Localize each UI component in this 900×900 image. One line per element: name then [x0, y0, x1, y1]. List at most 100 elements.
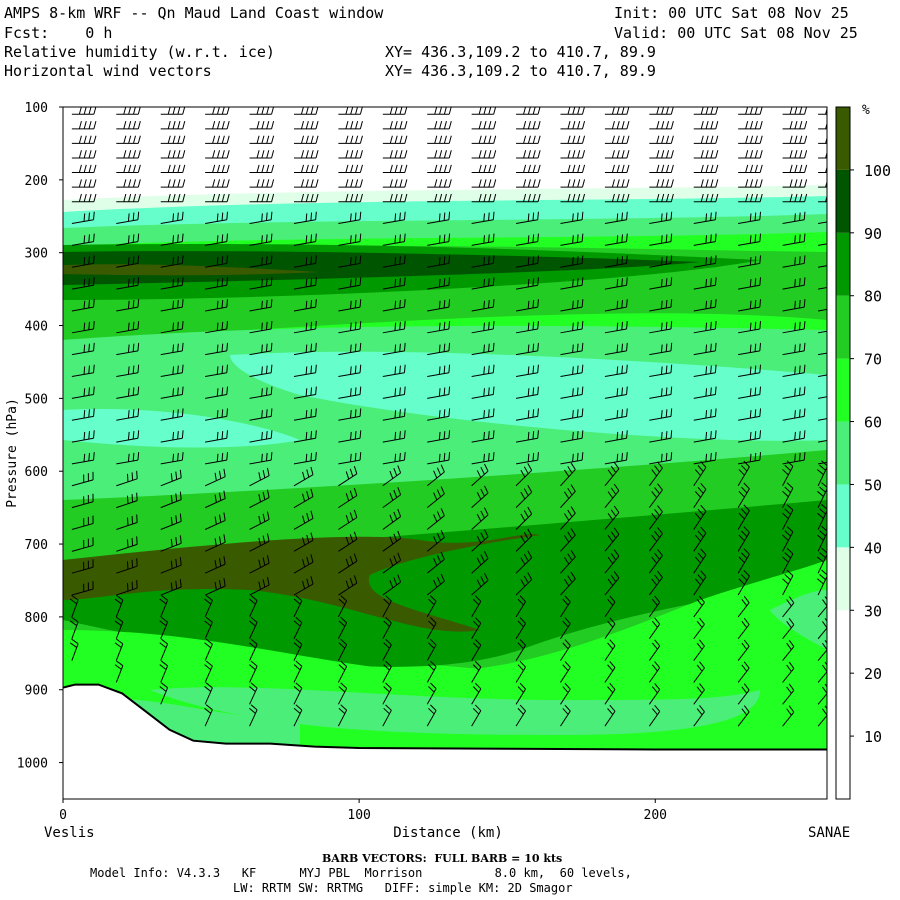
wind-barb — [293, 576, 314, 596]
wind-barb — [604, 342, 628, 356]
wind-barb — [160, 233, 184, 246]
wind-barb — [782, 320, 806, 334]
wind-barb — [426, 638, 437, 661]
wind-barb — [782, 617, 795, 640]
wind-barb — [427, 430, 451, 443]
wind-barb — [293, 660, 303, 683]
wind-barb — [515, 320, 539, 334]
wind-barb — [204, 490, 226, 509]
wind-barb — [738, 193, 763, 203]
wind-barb — [649, 233, 673, 246]
wind-barb — [338, 193, 363, 203]
wind-barb — [293, 277, 317, 290]
wind-barb — [382, 320, 406, 334]
wind-barb — [471, 120, 497, 130]
wind-barb — [515, 572, 533, 596]
wind-barb — [693, 504, 707, 530]
wind-barb — [160, 469, 182, 487]
wind-barb — [293, 299, 317, 312]
wind-barb — [160, 107, 186, 115]
wind-barb — [382, 211, 406, 225]
wind-barb — [427, 107, 452, 115]
wind-barb — [648, 570, 663, 596]
wind-barb — [427, 233, 451, 246]
model-info-line1: Model Info: V4.3.3 KF MYJ PBL Morrison 8… — [90, 866, 632, 880]
wind-barb — [116, 536, 138, 552]
wind-barb — [249, 660, 258, 683]
wind-barb — [560, 150, 586, 159]
wind-barb — [338, 179, 363, 188]
y-tick-label: 400 — [25, 320, 48, 335]
wind-barb — [293, 107, 319, 115]
wind-barb — [160, 452, 184, 465]
wind-barb — [515, 255, 539, 268]
wind-barb — [116, 193, 141, 203]
wind-barb — [204, 534, 226, 552]
wind-barb — [338, 120, 363, 130]
wind-barb — [71, 386, 95, 399]
wind-barb — [817, 547, 827, 574]
wind-barb — [693, 639, 705, 661]
wind-barb — [205, 193, 230, 203]
wind-barb — [560, 430, 584, 443]
wind-barb — [293, 150, 319, 159]
wind-barb — [159, 638, 169, 661]
wind-barb — [205, 452, 229, 465]
wind-barb — [382, 179, 408, 188]
wind-barb — [116, 277, 140, 290]
wind-barb — [693, 461, 707, 487]
wind-barb — [205, 164, 230, 174]
colorbar-segment — [836, 547, 850, 611]
y-tick-label: 500 — [25, 392, 48, 407]
valid-time: Valid: 00 UTC Sat 08 Nov 25 — [614, 24, 858, 42]
wind-barb — [204, 468, 226, 487]
wind-barb — [382, 617, 392, 639]
colorbar-level-label: 40 — [864, 539, 882, 557]
wind-barb — [604, 164, 630, 174]
wind-barb — [560, 595, 571, 618]
wind-barb — [204, 682, 213, 705]
wind-barb — [649, 430, 673, 443]
wind-barb — [738, 179, 763, 188]
wind-barb — [160, 364, 184, 378]
wind-barb — [249, 638, 258, 661]
wind-barb — [782, 596, 795, 618]
wind-barb — [782, 460, 794, 487]
wind-barb — [604, 505, 620, 530]
wind-barb — [604, 120, 630, 130]
wind-barb — [205, 342, 229, 356]
wind-barb — [471, 639, 482, 661]
wind-barb — [782, 255, 806, 268]
wind-barb — [817, 639, 827, 661]
wind-barb — [782, 504, 794, 530]
wind-barb — [782, 135, 808, 144]
wind-barb — [738, 164, 763, 174]
y-tick-label: 800 — [25, 611, 48, 626]
wind-barb — [249, 233, 273, 246]
wind-barb — [249, 467, 270, 487]
xy-range-2: XY= 436.3,109.2 to 410.7, 89.9 — [385, 62, 656, 80]
wind-barb — [604, 430, 628, 443]
wind-barb — [159, 660, 169, 683]
wind-barb — [204, 595, 213, 618]
wind-barb — [116, 470, 138, 487]
wind-barb — [116, 299, 140, 312]
wind-barb — [71, 135, 97, 144]
wind-barb — [293, 386, 317, 399]
wind-barb — [818, 374, 827, 378]
wind-barb — [382, 638, 392, 661]
wind-barb — [382, 574, 402, 596]
wind-barb — [338, 320, 362, 334]
wind-barb — [382, 107, 408, 115]
wind-barb — [337, 704, 348, 727]
wind-barb — [516, 107, 541, 115]
wind-barb — [382, 150, 408, 159]
wind-barb — [205, 386, 229, 399]
wind-barb — [338, 150, 363, 159]
wind-barb — [338, 107, 363, 115]
wind-barb — [737, 526, 750, 552]
wind-barb — [604, 483, 620, 508]
wind-barb — [293, 193, 319, 203]
wind-barb — [737, 661, 750, 683]
wind-barb — [649, 107, 674, 115]
